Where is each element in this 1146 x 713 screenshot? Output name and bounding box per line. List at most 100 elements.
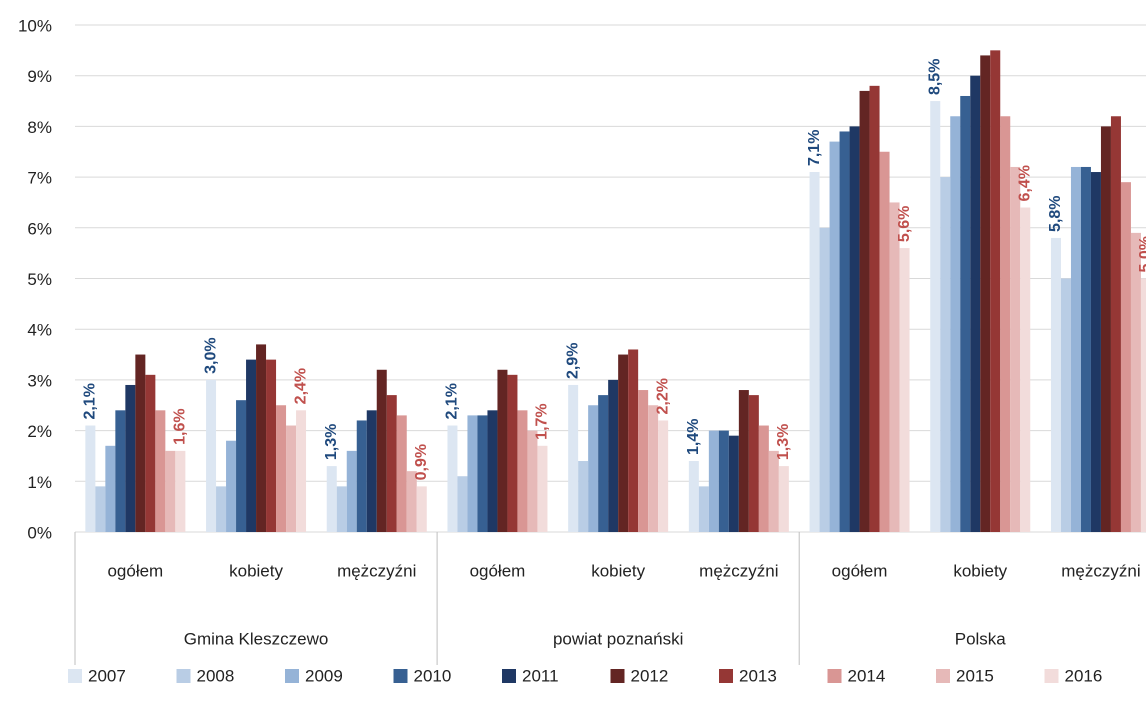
bar — [638, 390, 649, 532]
data-label: 0,9% — [413, 444, 430, 480]
bar — [849, 126, 860, 533]
data-label: 1,6% — [172, 408, 189, 444]
bar — [588, 405, 599, 532]
bar — [1130, 232, 1141, 532]
x-tick-label: mężczyźni — [699, 561, 778, 580]
bar — [1100, 126, 1111, 533]
bar — [467, 415, 478, 532]
y-tick-label: 10% — [18, 16, 52, 35]
x-tick-label: mężczyźni — [1061, 561, 1140, 580]
bar — [135, 354, 146, 532]
group-label: powiat poznański — [553, 629, 683, 648]
bar — [95, 486, 106, 532]
legend-swatch — [610, 669, 625, 683]
bar — [155, 410, 166, 532]
bar — [1120, 182, 1131, 533]
x-tick-label: kobiety — [591, 561, 645, 580]
bar — [507, 374, 518, 532]
bar — [950, 116, 961, 532]
x-tick-label: ogółem — [107, 561, 163, 580]
bar — [648, 405, 659, 532]
y-tick-label: 5% — [27, 270, 52, 289]
y-tick-label: 0% — [27, 523, 52, 542]
bar — [738, 390, 749, 532]
bar — [970, 75, 981, 532]
bar — [1060, 278, 1071, 532]
data-label: 1,7% — [534, 403, 551, 439]
bar — [940, 177, 951, 532]
bar — [406, 471, 417, 532]
x-tick-label: kobiety — [229, 561, 283, 580]
bar — [960, 95, 971, 532]
bar — [1010, 166, 1021, 532]
bar — [869, 85, 880, 532]
bar — [175, 450, 186, 532]
legend-label: 2009 — [305, 666, 343, 685]
y-tick-label: 7% — [27, 169, 52, 188]
bar — [1000, 116, 1011, 532]
data-label: 2,2% — [654, 378, 671, 414]
bar — [608, 379, 619, 532]
y-tick-label: 8% — [27, 118, 52, 137]
data-label: 1,3% — [775, 424, 792, 460]
bar — [457, 476, 468, 532]
y-tick-label: 6% — [27, 219, 52, 238]
bar — [618, 354, 629, 532]
x-tick-label: mężczyźni — [337, 561, 416, 580]
bar — [85, 425, 96, 532]
legend-label: 2012 — [631, 666, 669, 685]
bar — [778, 466, 789, 532]
bar — [266, 359, 277, 532]
bar — [628, 349, 639, 532]
data-label: 5,8% — [1047, 195, 1064, 231]
bar — [1080, 166, 1091, 532]
bar — [990, 50, 1001, 532]
bar — [125, 384, 136, 532]
bar — [658, 420, 669, 532]
bar — [286, 425, 297, 532]
data-label: 5,6% — [896, 206, 913, 242]
legend-swatch — [393, 669, 408, 683]
bar — [598, 395, 609, 532]
bar — [256, 344, 267, 532]
x-tick-label: kobiety — [953, 561, 1007, 580]
data-label: 5,0% — [1137, 236, 1146, 272]
bar — [819, 227, 830, 533]
data-label: 3,0% — [202, 337, 219, 373]
legend-label: 2014 — [848, 666, 886, 685]
bar — [447, 425, 458, 532]
bar — [497, 369, 508, 532]
bar — [396, 415, 407, 532]
bar — [386, 395, 397, 532]
legend-label: 2013 — [739, 666, 777, 685]
bar — [748, 395, 759, 532]
legend-swatch — [176, 669, 191, 683]
y-tick-label: 4% — [27, 321, 52, 340]
legend-label: 2010 — [414, 666, 452, 685]
bar — [376, 369, 387, 532]
bar — [829, 141, 840, 533]
legend-swatch — [285, 669, 299, 683]
bar — [879, 151, 890, 532]
legend-swatch — [827, 669, 842, 683]
bar — [527, 430, 538, 532]
data-label: 2,4% — [292, 368, 309, 404]
bar — [115, 410, 126, 532]
legend-swatch — [1044, 669, 1059, 683]
bar — [1090, 172, 1101, 532]
bar — [859, 90, 870, 532]
bar — [578, 461, 589, 532]
bar — [356, 420, 367, 532]
bar — [809, 172, 820, 532]
data-label: 2,9% — [564, 343, 581, 379]
bar — [145, 374, 156, 532]
bar — [517, 410, 528, 532]
group-label: Polska — [955, 629, 1007, 648]
legend-label: 2011 — [522, 666, 559, 685]
legend-swatch — [936, 669, 950, 683]
legend-label: 2007 — [88, 666, 126, 685]
data-label: 6,4% — [1016, 165, 1033, 201]
data-label: 1,3% — [323, 424, 340, 460]
bar — [346, 450, 357, 532]
